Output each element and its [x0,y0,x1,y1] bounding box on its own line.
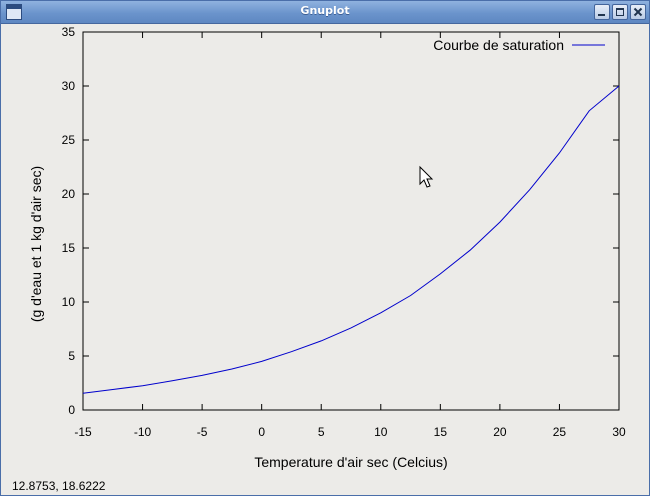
y-tick-label: 0 [68,403,75,417]
window-title: Gnuplot [300,4,350,17]
x-tick-label: 5 [318,425,325,439]
plot-frame [82,31,620,411]
x-tick-label: 30 [612,425,626,439]
x-axis-label: Temperature d'air sec (Celcius) [254,454,447,470]
y-tick-label: 15 [62,241,76,255]
x-tick-label: -10 [134,425,152,439]
chart-canvas[interactable]: -15 -10 -5 0 5 10 15 20 25 30 0 5 10 15 20 25 30 35 Courb… [1,24,649,474]
title-bar[interactable]: Gnuplot [1,1,649,24]
y-axis-label: (g d'eau et 1 kg d'air sec) [28,166,44,322]
series-line-courbe-de-saturation [82,85,620,394]
x-tick-label: 15 [434,425,448,439]
app-window-icon[interactable] [6,4,22,20]
mouse-cursor-icon [419,165,434,188]
status-coordinates: 12.8753, 18.6222 [12,479,106,493]
x-tick-label: -15 [74,425,92,439]
close-icon[interactable] [630,4,646,20]
legend: Courbe de saturation [433,37,605,53]
x-tick-label: -5 [197,425,208,439]
x-tick-label: 0 [258,425,265,439]
minimize-icon[interactable] [594,4,610,20]
x-tick-label: 10 [374,425,388,439]
y-tick-label: 10 [62,295,76,309]
ticks-layer: -15 -10 -5 0 5 10 15 20 25 30 0 5 10 15 20 25 30 35 [62,25,626,439]
legend-label: Courbe de saturation [433,37,564,53]
y-tick-label: 25 [62,133,76,147]
y-tick-label: 30 [62,79,76,93]
x-tick-label: 20 [493,425,507,439]
x-tick-label: 25 [553,425,567,439]
y-tick-label: 5 [68,349,75,363]
y-tick-label: 20 [62,187,76,201]
plot-area[interactable]: -15 -10 -5 0 5 10 15 20 25 30 0 5 10 15 20 25 30 35 Courb… [1,24,649,474]
maximize-icon[interactable] [612,4,628,20]
y-tick-label: 35 [62,25,76,39]
